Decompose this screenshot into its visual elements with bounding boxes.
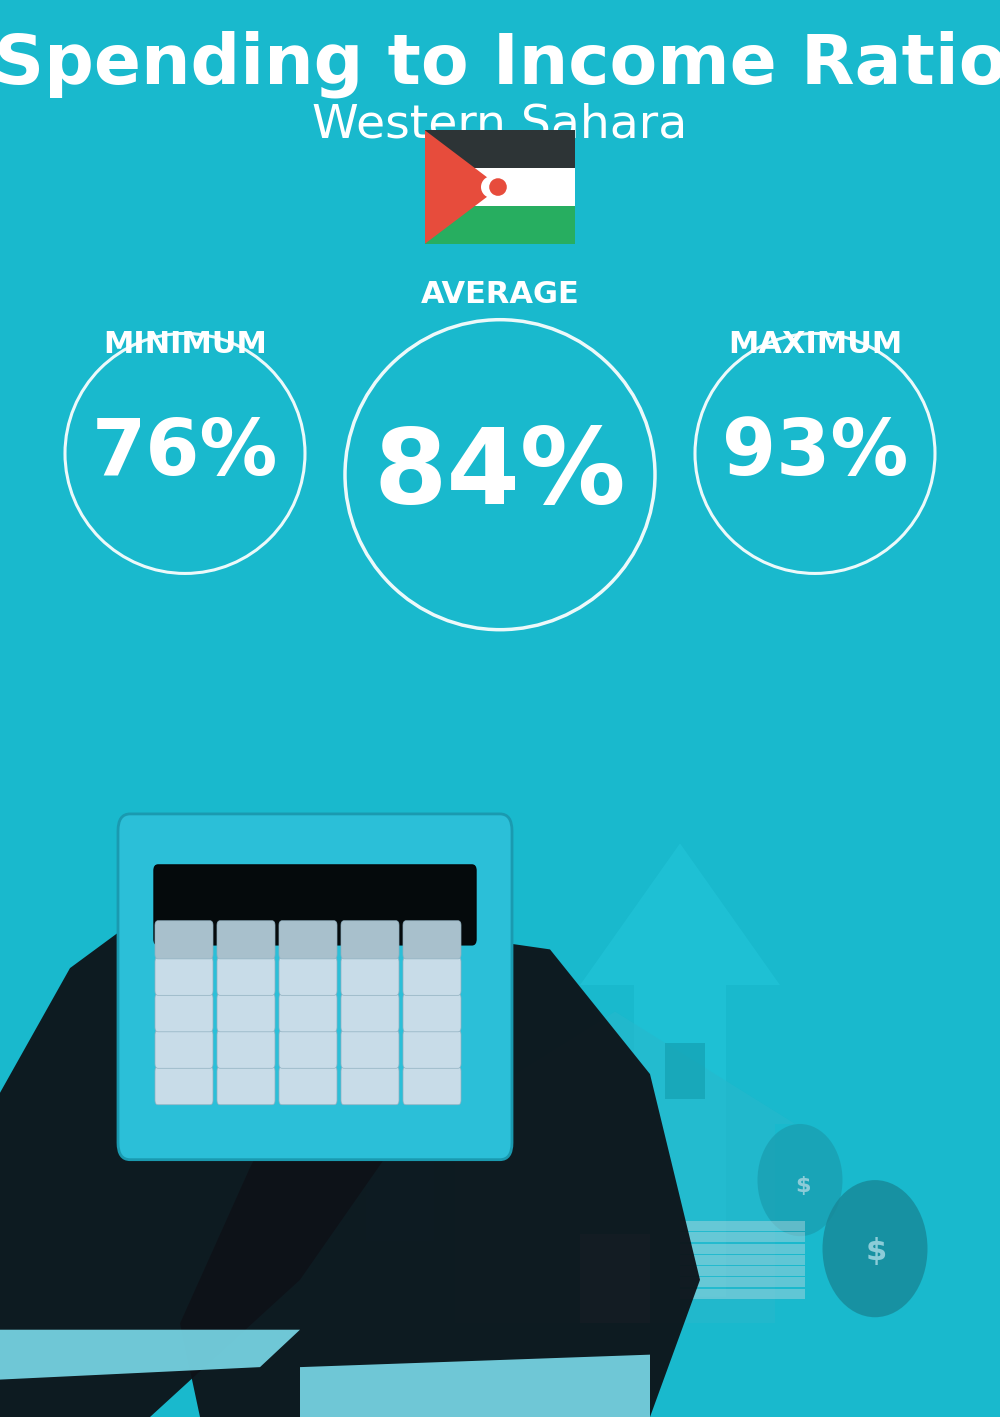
Polygon shape [680, 1267, 805, 1277]
FancyBboxPatch shape [217, 921, 275, 959]
FancyBboxPatch shape [341, 1030, 399, 1068]
Bar [425, 130, 575, 169]
FancyBboxPatch shape [155, 1030, 213, 1068]
Ellipse shape [489, 179, 507, 196]
FancyBboxPatch shape [217, 1067, 275, 1105]
FancyBboxPatch shape [403, 993, 461, 1032]
FancyBboxPatch shape [403, 1030, 461, 1068]
FancyBboxPatch shape [279, 1067, 337, 1105]
Polygon shape [455, 1124, 775, 1323]
Polygon shape [325, 887, 475, 1241]
FancyBboxPatch shape [279, 1030, 337, 1068]
Ellipse shape [822, 1180, 928, 1318]
Polygon shape [680, 1277, 805, 1287]
FancyBboxPatch shape [279, 921, 337, 959]
Polygon shape [680, 1244, 805, 1254]
Text: MAXIMUM: MAXIMUM [728, 330, 902, 359]
Text: 84%: 84% [374, 424, 626, 526]
FancyBboxPatch shape [217, 993, 275, 1032]
Polygon shape [0, 1329, 300, 1380]
Text: Western Sahara: Western Sahara [312, 102, 688, 147]
FancyBboxPatch shape [279, 993, 337, 1032]
FancyBboxPatch shape [403, 1067, 461, 1105]
Polygon shape [0, 869, 420, 1417]
FancyBboxPatch shape [279, 958, 337, 995]
Polygon shape [580, 1234, 650, 1323]
Polygon shape [665, 1043, 705, 1100]
Polygon shape [680, 1221, 805, 1231]
FancyBboxPatch shape [155, 958, 213, 995]
FancyBboxPatch shape [154, 864, 476, 945]
Text: Spending to Income Ratio: Spending to Income Ratio [0, 30, 1000, 98]
Polygon shape [680, 1288, 805, 1298]
Text: $: $ [865, 1237, 887, 1267]
Polygon shape [680, 1255, 805, 1265]
FancyBboxPatch shape [155, 1067, 213, 1105]
Polygon shape [580, 843, 780, 1297]
Text: 76%: 76% [92, 415, 278, 492]
Ellipse shape [758, 1124, 842, 1236]
FancyBboxPatch shape [155, 993, 213, 1032]
FancyBboxPatch shape [155, 921, 213, 959]
FancyBboxPatch shape [403, 958, 461, 995]
FancyBboxPatch shape [341, 958, 399, 995]
FancyBboxPatch shape [118, 813, 512, 1159]
Polygon shape [300, 1355, 650, 1417]
FancyBboxPatch shape [341, 1067, 399, 1105]
FancyBboxPatch shape [341, 921, 399, 959]
Text: $: $ [795, 1176, 811, 1196]
Text: ★: ★ [514, 181, 522, 190]
FancyBboxPatch shape [217, 958, 275, 995]
FancyBboxPatch shape [217, 1030, 275, 1068]
Polygon shape [435, 1012, 795, 1124]
Polygon shape [180, 931, 700, 1417]
Polygon shape [425, 130, 500, 244]
FancyBboxPatch shape [403, 921, 461, 959]
FancyBboxPatch shape [341, 993, 399, 1032]
Bar [425, 169, 575, 205]
Text: MINIMUM: MINIMUM [103, 330, 267, 359]
Text: 93%: 93% [722, 415, 908, 492]
Bar [425, 205, 575, 244]
Polygon shape [680, 1233, 805, 1243]
Text: AVERAGE: AVERAGE [421, 281, 579, 309]
Ellipse shape [481, 176, 503, 198]
